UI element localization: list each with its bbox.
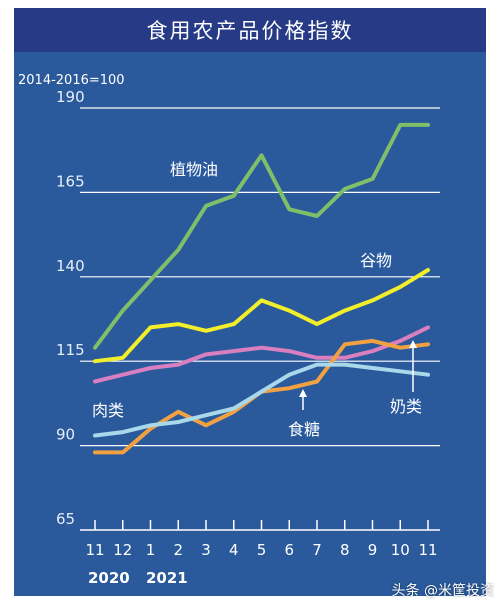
y-tick-label: 65 [56, 510, 75, 528]
x-tick-label: 11 [418, 541, 437, 559]
series-label-cereals: 谷物 [360, 251, 392, 270]
series-label-vegetable-oil: 植物油 [170, 160, 218, 179]
base-period-label: 2014-2016=100 [18, 73, 125, 88]
x-tick-label: 5 [257, 541, 267, 559]
sugar-arrow-head-icon [299, 389, 307, 397]
year-label-2021: 2021 [146, 569, 188, 587]
series-label-meat: 肉类 [92, 401, 124, 420]
x-tick-label: 9 [368, 541, 378, 559]
y-tick-label: 165 [56, 172, 85, 190]
y-tick-label: 90 [56, 426, 75, 444]
x-tick-label: 6 [284, 541, 294, 559]
y-tick-label: 140 [56, 257, 85, 275]
x-tick-label: 12 [113, 541, 132, 559]
y-tick-label: 190 [56, 88, 85, 106]
x-tick-label: 10 [391, 541, 410, 559]
series-label-sugar: 食糖 [288, 420, 320, 439]
year-label-2020: 2020 [88, 569, 130, 587]
series-line-4 [93, 362, 430, 438]
title-bar: 食用农产品价格指数 [14, 8, 486, 52]
series-line-1 [93, 268, 430, 364]
series-line-3 [93, 338, 430, 455]
x-tick-label: 11 [85, 541, 104, 559]
series-line-2 [93, 325, 430, 384]
x-tick-label: 8 [340, 541, 350, 559]
dairy-arrow-head-icon [409, 340, 417, 348]
chart-title: 食用农产品价格指数 [146, 19, 354, 43]
series-label-dairy: 奶类 [390, 397, 422, 416]
y-tick-label: 115 [56, 341, 85, 359]
series-line-0 [93, 122, 430, 350]
x-tick-label: 4 [229, 541, 239, 559]
x-tick-label: 3 [201, 541, 211, 559]
chart-panel [14, 8, 486, 596]
x-tick-label: 7 [312, 541, 322, 559]
x-tick-label: 2 [173, 541, 183, 559]
x-tick-label: 1 [146, 541, 156, 559]
watermark: 头条 @米筐投资 [391, 583, 494, 599]
